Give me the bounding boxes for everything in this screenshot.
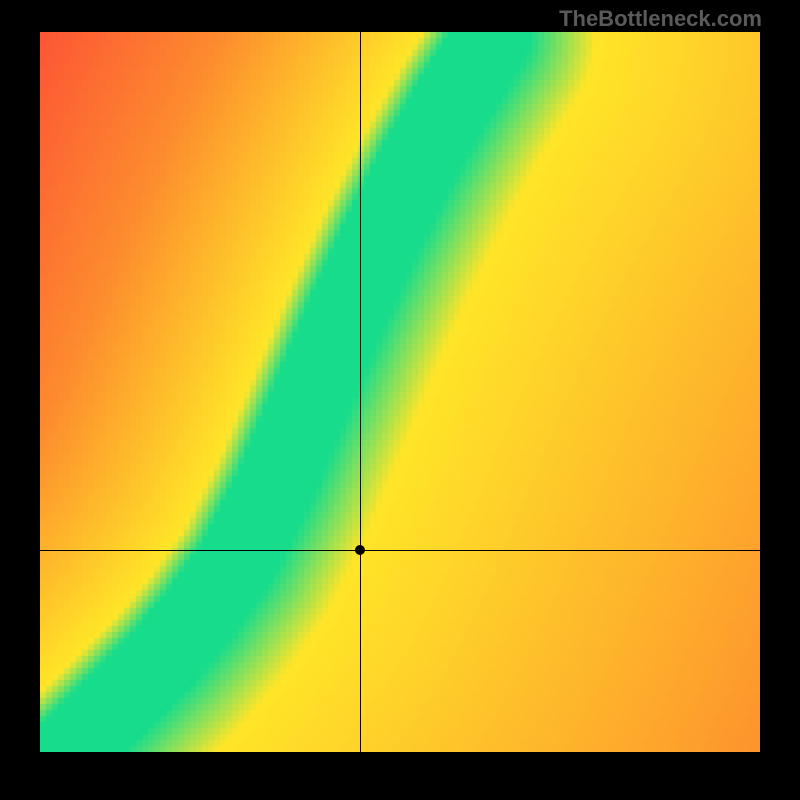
crosshair-vertical	[360, 32, 361, 752]
watermark-text: TheBottleneck.com	[559, 6, 762, 32]
heatmap-canvas	[40, 32, 760, 752]
crosshair-horizontal	[40, 550, 760, 551]
chart-container: TheBottleneck.com	[0, 0, 800, 800]
crosshair-marker	[355, 545, 365, 555]
heatmap-plot	[40, 32, 760, 752]
